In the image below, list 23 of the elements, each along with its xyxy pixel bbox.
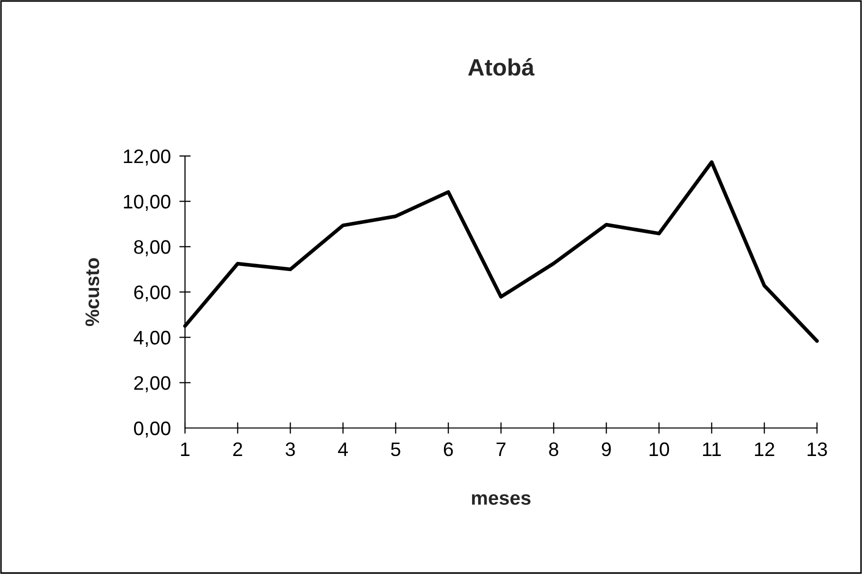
x-tick-label: 5 <box>391 442 400 456</box>
x-tick-label: 11 <box>703 442 721 456</box>
x-axis-title: meses <box>472 494 530 505</box>
y-tick-label: 12,00 <box>124 149 170 166</box>
y-axis-title: %custo <box>85 258 100 326</box>
y-tick-label: 2,00 <box>134 376 170 392</box>
x-tick-label: 2 <box>233 442 242 456</box>
x-tick-label: 1 <box>181 442 190 456</box>
x-tick-label: 4 <box>338 442 348 456</box>
y-tick-label: 6,00 <box>134 285 170 302</box>
x-tick-label: 10 <box>650 442 670 456</box>
chart-title: Atobá <box>468 58 535 76</box>
x-tick-label: 12 <box>755 442 774 456</box>
x-tick-label: 3 <box>286 442 295 456</box>
x-tick-label: 9 <box>602 442 611 456</box>
x-tick-label: 13 <box>808 442 827 456</box>
y-tick-label: 4,00 <box>134 330 170 347</box>
y-tick-label: 8,00 <box>134 240 170 256</box>
x-tick-label: 6 <box>444 442 453 456</box>
x-tick-label: 7 <box>496 442 506 456</box>
y-tick-label: 0,00 <box>134 421 170 438</box>
x-tick-label: 8 <box>549 442 558 456</box>
y-tick-label: 10,00 <box>124 194 170 211</box>
